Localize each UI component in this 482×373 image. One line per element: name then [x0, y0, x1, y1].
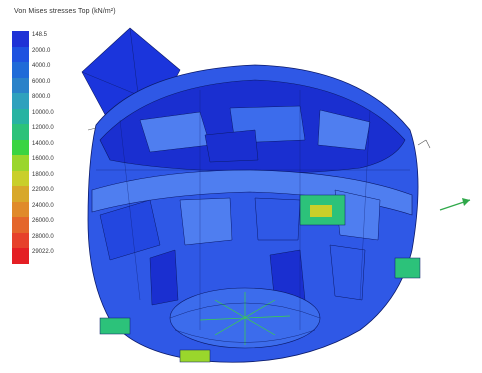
- axis-arrow-icon: [439, 198, 471, 211]
- legend-label: 8000.0: [32, 94, 51, 100]
- legend-label: 28000.0: [32, 233, 54, 240]
- legend-label: 148.5: [32, 32, 48, 38]
- legend-label: 12000.0: [32, 125, 54, 131]
- legend-label: 2000.0: [32, 47, 51, 54]
- legend-swatch: [12, 232, 29, 249]
- legend-label: 10000.0: [32, 109, 54, 116]
- legend-swatch: [12, 201, 29, 218]
- legend-swatch: [12, 108, 29, 125]
- legend-swatch: [12, 77, 29, 94]
- legend-label: 22000.0: [32, 187, 54, 193]
- model-middle-band: [91, 169, 413, 216]
- legend-label: 26000.0: [32, 218, 54, 224]
- color-legend: 148.5 2000.0 4000.0 6000.0 8000.0 10000.0 1200…: [12, 31, 72, 271]
- legend-swatch: [12, 186, 29, 202]
- legend-swatch: [12, 31, 29, 47]
- legend-swatch: [12, 124, 29, 140]
- plot-title: Von Mises stresses Top (kN/m²): [14, 8, 116, 15]
- legend-label: 18000.0: [32, 171, 54, 178]
- legend-swatch: [12, 46, 29, 63]
- legend-swatch: [12, 217, 29, 233]
- legend-swatch: [12, 248, 29, 264]
- legend-label: 24000.0: [32, 202, 54, 209]
- legend-swatch: [12, 139, 29, 156]
- legend-label: 29022.0: [32, 249, 54, 255]
- legend-swatch: [12, 155, 29, 171]
- legend-label: 6000.0: [32, 78, 51, 85]
- legend-label: 14000.0: [32, 140, 54, 147]
- legend-label: 4000.0: [32, 63, 51, 69]
- legend-swatch: [12, 62, 29, 78]
- legend-label: 16000.0: [32, 156, 54, 162]
- stress-hotspot: [99, 194, 421, 363]
- legend-swatch: [12, 170, 29, 187]
- legend-swatch: [12, 93, 29, 109]
